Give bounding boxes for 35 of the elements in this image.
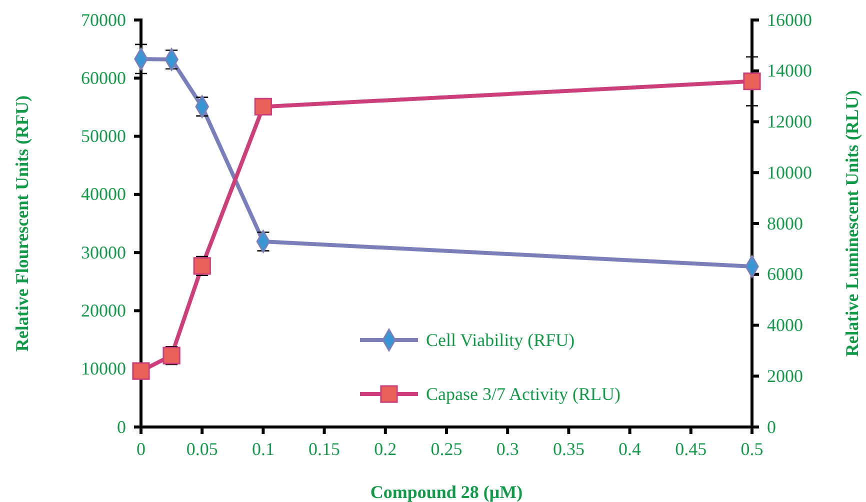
y-tick-label: 0: [117, 416, 126, 437]
x-tick-label: 0.1: [252, 438, 274, 459]
legend-label: Capase 3/7 Activity (RLU): [426, 384, 620, 404]
legend-label: Cell Viability (RFU): [426, 330, 575, 350]
y2-tick-label: 12000: [767, 112, 812, 132]
y2-tick-label: 0: [767, 416, 776, 437]
y2-tick-label: 10000: [767, 162, 812, 182]
y2-tick-label: 4000: [767, 315, 803, 336]
y-tick-label: 30000: [81, 242, 126, 262]
x-tick-label: 0.05: [186, 438, 218, 459]
x-tick-label: 0.5: [740, 438, 764, 459]
y2-axis-title: Relative Luminescent Units (RLU): [842, 90, 862, 357]
y-tick-label: 50000: [81, 126, 126, 146]
x-tick-label: 0.3: [496, 438, 519, 459]
y2-tick-label: 6000: [767, 264, 803, 284]
y-tick-label: 10000: [81, 358, 126, 379]
x-tick-label: 0.45: [675, 438, 707, 459]
y-tick-label: 40000: [81, 184, 126, 204]
point: [254, 98, 272, 116]
x-tick-label: 0.4: [618, 438, 642, 459]
x-tick-label: 0.25: [430, 438, 462, 459]
x-tick-label: 0.15: [308, 438, 340, 459]
x-tick-label: 0.35: [552, 438, 584, 459]
x-tick-label: 0: [136, 438, 146, 459]
x-tick-label: 0.2: [374, 438, 397, 459]
y2-tick-label: 2000: [767, 366, 803, 386]
y2-tick-label: 14000: [767, 60, 812, 81]
y2-tick-label: 8000: [767, 213, 803, 234]
y-tick-label: 60000: [81, 68, 126, 88]
y2-tick-label: 16000: [767, 10, 812, 30]
y-axis-title: Relative Flourescent Units (RFU): [12, 95, 32, 352]
y-tick-label: 20000: [81, 300, 126, 320]
x-axis-title: Compound 28 (μM): [370, 482, 523, 502]
point: [132, 362, 150, 380]
y-tick-label: 70000: [81, 10, 126, 30]
